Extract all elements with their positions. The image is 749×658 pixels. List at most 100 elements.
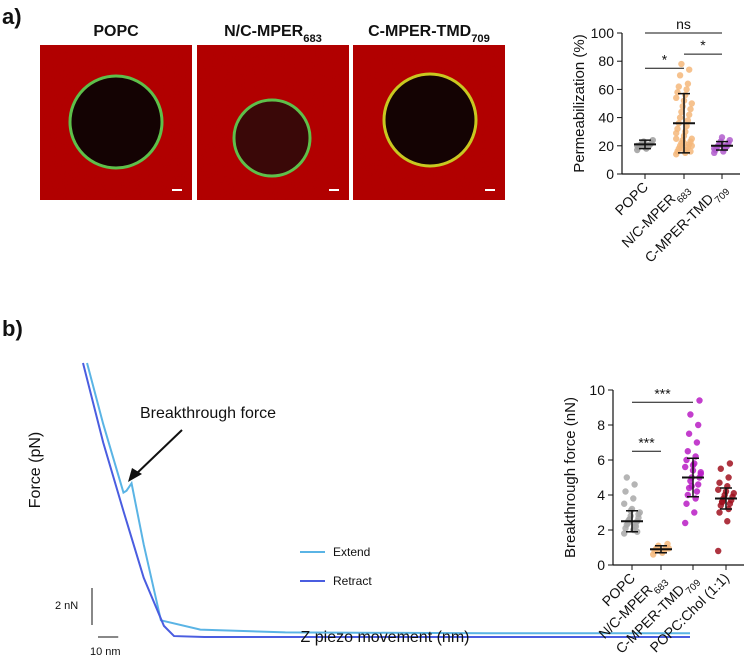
significance-label: * [662,51,668,67]
data-point [695,421,702,429]
y-axis-label: Breakthrough force (nN) [562,397,579,558]
image-title-subscript: 683 [303,33,322,45]
data-point [688,142,695,149]
data-point [674,89,681,96]
data-point [716,479,723,486]
data-point [715,547,722,555]
data-point [687,411,694,418]
data-point [631,481,638,488]
curve [82,362,690,638]
data-point [686,111,693,118]
data-point [717,465,724,472]
vesicle [232,98,312,178]
data-point [676,114,684,121]
y-tick-label: 0 [597,557,605,573]
micrographs [40,45,505,200]
y-tick-label: 4 [597,487,605,503]
data-point [684,448,691,455]
x-scale-label: 10 nm [90,646,121,658]
data-point [696,397,703,404]
data-point [682,91,689,99]
y-scale-label: 2 nN [55,600,78,612]
image-title-text: N/C-MPER [224,23,304,40]
data-point [716,509,723,516]
data-point [676,72,684,79]
y-tick-label: 2 [597,522,605,538]
significance-label: *** [638,434,655,450]
data-point [693,488,701,495]
image-title: C-MPER-TMD709 [368,23,490,45]
data-point [684,80,692,87]
y-tick-label: 6 [597,452,605,468]
annotation: Breakthrough force [140,405,276,422]
data-point [673,94,680,102]
data-point [621,500,628,507]
data-point [623,474,630,481]
image-title: POPC [93,23,139,40]
data-point [649,136,656,144]
y-tick-label: 40 [598,110,614,126]
data-point [726,136,733,144]
panel-label: a) [2,4,22,29]
y-tick-label: 10 [589,382,605,398]
y-tick-label: 0 [606,166,614,182]
data-point [678,108,685,116]
data-point [683,86,690,93]
data-point [725,474,732,481]
image-title-text: C-MPER-TMD [368,23,471,40]
data-point [682,463,689,471]
panel-label: b) [2,316,23,341]
curve [86,362,690,635]
data-point [715,486,722,493]
image-title: N/C-MPER683 [224,23,322,45]
image-title-text: POPC [93,23,139,40]
significance-label: *** [654,385,671,401]
data-point [686,66,693,73]
y-tick-label: 100 [591,25,615,41]
y-tick-label: 20 [598,138,614,154]
data-point [678,60,685,68]
annotation-arrow [133,429,183,477]
data-point [724,518,731,525]
y-tick-label: 60 [598,81,614,97]
y-axis-label: Force (pN) [27,432,44,508]
data-point [687,148,694,155]
y-tick-label: 8 [597,417,605,433]
data-point [695,481,702,488]
data-point [718,498,726,506]
data-point [673,135,680,142]
significance-label: ns [676,16,691,32]
data-point [711,145,718,152]
legend-label: Extend [333,545,370,559]
data-point [693,439,701,446]
data-point [685,430,693,437]
data-point [632,523,640,530]
data-point [682,128,689,135]
data-point [682,519,689,527]
data-point [684,117,692,124]
significance-label: * [700,37,706,53]
data-point [683,122,690,130]
data-point [621,530,628,537]
data-point [691,509,698,516]
data-point [635,511,642,518]
data-point [679,145,686,152]
vesicle [382,72,478,168]
arrow-head [128,468,142,482]
data-point [622,488,629,495]
vesicle [68,74,164,170]
y-tick-label: 80 [598,53,614,69]
data-point [679,103,686,110]
data-point [687,105,694,113]
data-point [630,495,637,502]
legend-label: Retract [333,574,372,588]
data-point [718,134,726,141]
data-point [688,100,695,107]
data-point [674,125,681,133]
image-title-subscript: 709 [471,33,490,45]
data-point [683,500,690,507]
data-point [726,460,734,467]
y-axis-label: Permeabilization (%) [571,34,588,172]
data-point [730,490,737,497]
